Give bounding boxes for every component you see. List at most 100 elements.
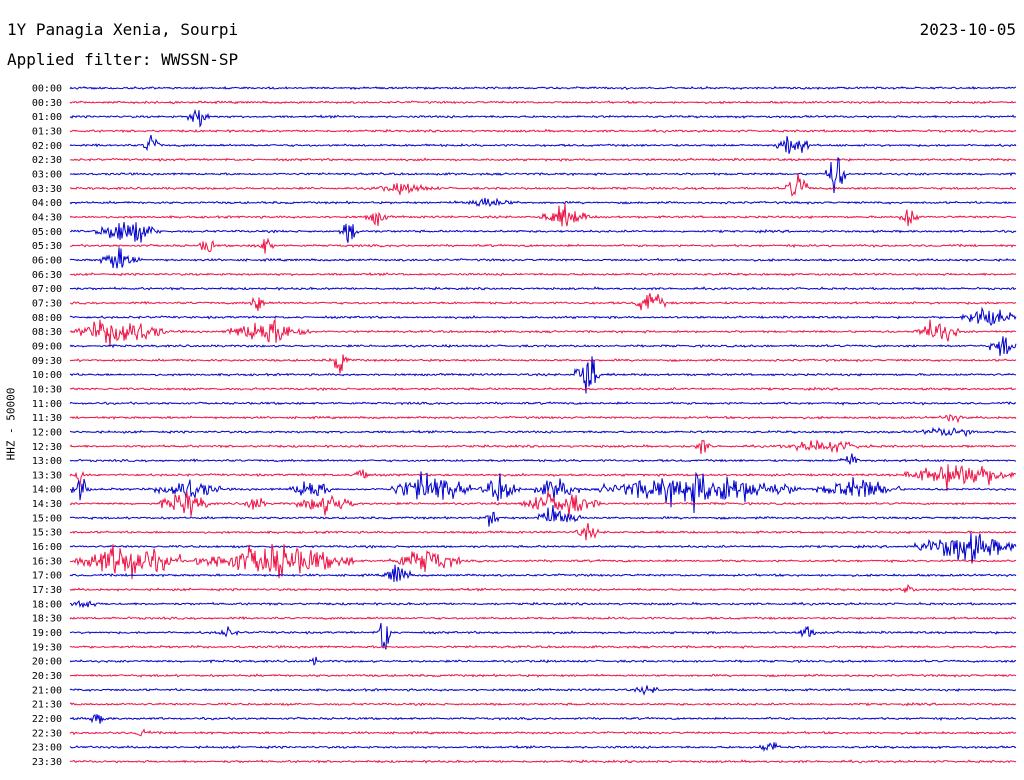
row-time-label: 19:00	[32, 628, 62, 639]
row-time-label: 11:30	[32, 413, 62, 424]
trace-row-0500	[69, 221, 1017, 243]
row-time-label: 07:30	[32, 298, 62, 309]
trace-row-2100	[69, 685, 1017, 696]
row-time-label: 08:00	[32, 313, 62, 324]
row-time-label: 22:30	[32, 728, 62, 739]
trace-row-2330	[69, 759, 1017, 764]
row-time-label: 17:00	[32, 571, 62, 582]
trace-row-0930	[69, 354, 1017, 374]
trace-row-1100	[69, 401, 1017, 406]
trace-row-0800	[69, 306, 1017, 327]
trace-row-0030	[69, 100, 1017, 105]
row-time-label: 23:30	[32, 757, 62, 768]
row-time-label: 00:30	[32, 98, 62, 109]
row-time-label: 15:00	[32, 513, 62, 524]
trace-row-1000	[69, 356, 1017, 394]
row-time-label: 19:30	[32, 642, 62, 653]
trace-row-1400	[69, 471, 1017, 514]
trace-row-1630	[69, 543, 1017, 580]
trace-row-0000	[69, 85, 1017, 91]
trace-row-1700	[69, 564, 1017, 582]
row-time-label: 14:30	[32, 499, 62, 510]
trace-row-0230	[69, 157, 1017, 162]
row-time-label: 13:00	[32, 456, 62, 467]
row-time-label: 16:00	[32, 542, 62, 553]
row-time-label: 15:30	[32, 528, 62, 539]
trace-row-0900	[69, 336, 1017, 357]
trace-row-1330	[69, 464, 1017, 492]
row-time-label: 18:30	[32, 614, 62, 625]
trace-row-1730	[69, 584, 1017, 593]
row-time-label: 04:00	[32, 198, 62, 209]
trace-row-1300	[69, 453, 1017, 465]
row-time-label: 06:30	[32, 270, 62, 281]
row-time-label: 06:00	[32, 255, 62, 266]
trace-row-0830	[69, 318, 1017, 347]
trace-row-0300	[69, 156, 1017, 194]
trace-row-1530	[69, 523, 1017, 541]
row-time-label: 20:30	[32, 671, 62, 682]
row-time-label: 13:30	[32, 470, 62, 481]
row-time-label: 21:30	[32, 700, 62, 711]
trace-row-1130	[69, 413, 1017, 424]
trace-row-0330	[69, 173, 1017, 197]
trace-row-0430	[69, 203, 1017, 227]
record-date: 2023-10-05	[919, 20, 1016, 39]
row-time-label: 14:00	[32, 485, 62, 496]
row-time-label: 05:30	[32, 241, 62, 252]
row-time-label: 01:00	[32, 112, 62, 123]
row-time-label: 18:00	[32, 599, 62, 610]
row-time-label: 10:00	[32, 370, 62, 381]
trace-row-0530	[69, 237, 1017, 254]
trace-row-0700	[69, 286, 1017, 291]
row-time-label: 05:00	[32, 227, 62, 238]
trace-row-1930	[69, 644, 1017, 650]
row-time-label: 04:30	[32, 212, 62, 223]
trace-row-1030	[69, 386, 1017, 392]
row-time-label: 11:00	[32, 399, 62, 410]
row-time-label: 09:00	[32, 341, 62, 352]
trace-row-1600	[69, 532, 1017, 564]
row-time-label: 12:30	[32, 442, 62, 453]
trace-row-2200	[69, 714, 1017, 724]
row-time-label: 03:30	[32, 184, 62, 195]
trace-row-1230	[69, 439, 1017, 455]
trace-row-1430	[69, 491, 1017, 517]
row-time-label: 16:30	[32, 556, 62, 567]
trace-row-1800	[69, 600, 1017, 608]
trace-row-1900	[69, 622, 1017, 650]
row-time-labels: 00:00 00:30 01:00 01:30 02:00 02:30 03:00 03:30…	[32, 84, 62, 769]
row-time-label: 10:30	[32, 384, 62, 395]
row-time-label: 23:00	[32, 743, 62, 754]
trace-row-0730	[69, 293, 1016, 312]
trace-row-0200	[69, 134, 1017, 154]
applied-filter: Applied filter: WWSSN-SP	[7, 50, 239, 69]
trace-row-1830	[69, 616, 1017, 621]
trace-row-1200	[69, 426, 1017, 438]
row-time-label: 02:30	[32, 155, 62, 166]
trace-row-2230	[69, 728, 1017, 737]
trace-row-0630	[69, 271, 1017, 277]
row-time-label: 07:00	[32, 284, 62, 295]
row-time-label: 20:00	[32, 657, 62, 668]
trace-row-0130	[69, 128, 1017, 134]
trace-row-0100	[69, 108, 1017, 128]
row-time-label: 00:00	[32, 84, 62, 95]
row-time-label: 17:30	[32, 585, 62, 596]
row-time-label: 02:00	[32, 141, 62, 152]
row-time-label: 03:00	[32, 169, 62, 180]
trace-row-0600	[69, 247, 1017, 269]
trace-row-2130	[69, 701, 1017, 707]
row-time-label: 22:00	[32, 714, 62, 725]
row-time-label: 21:00	[32, 685, 62, 696]
trace-row-2300	[69, 741, 1017, 752]
row-time-label: 01:30	[32, 126, 62, 137]
row-time-label: 09:30	[32, 356, 62, 367]
row-time-label: 12:00	[32, 427, 62, 438]
trace-row-1500	[69, 505, 1017, 527]
station-title: 1Y Panagia Xenia, Sourpi	[7, 20, 239, 39]
trace-row-0400	[69, 197, 1017, 207]
trace-row-2030	[69, 673, 1017, 678]
row-time-label: 08:30	[32, 327, 62, 338]
